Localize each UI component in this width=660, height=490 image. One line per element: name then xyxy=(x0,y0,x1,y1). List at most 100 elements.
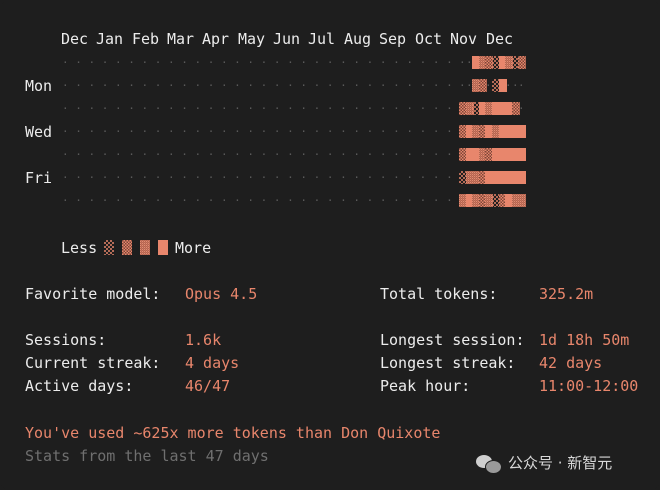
heatmap-cell xyxy=(492,148,500,161)
legend-swatch-level-1 xyxy=(104,240,114,255)
heatmap-cell xyxy=(492,171,500,184)
heatmap-cell xyxy=(472,56,480,69)
heatmap-cell xyxy=(485,56,493,69)
heatmap-cell xyxy=(472,102,480,115)
heatmap-empty-row: · · · · · · · · · · · · · · · · · · · · … xyxy=(62,104,459,114)
activity-heatmap: · · · · · · · · · · · · · · · · · · · · … xyxy=(0,0,660,230)
month-label: Aug xyxy=(344,30,372,48)
heatmap-cell xyxy=(499,148,507,161)
favorite-model-value: Opus 4.5 xyxy=(185,285,258,303)
heatmap-cell xyxy=(505,171,513,184)
watermark: 公众号 · 新智元 xyxy=(476,452,613,474)
month-label: Feb xyxy=(132,30,160,48)
heatmap-empty-row: · · · · · · · · · · · · · · · · · · · · … xyxy=(62,173,459,183)
heatmap-cell: · xyxy=(459,56,466,69)
heatmap-cell xyxy=(479,56,487,69)
active-days-label: Active days: xyxy=(25,377,134,395)
heatmap-cell xyxy=(499,56,507,69)
month-label: Apr xyxy=(202,30,230,48)
current-streak-value: 4 days xyxy=(185,354,240,372)
heatmap-cell xyxy=(505,148,513,161)
heatmap-cell xyxy=(466,194,474,207)
legend-swatch-level-2 xyxy=(122,240,132,255)
heatmap-empty-row: · · · · · · · · · · · · · · · · · · · · … xyxy=(62,127,459,137)
fun-fact: You've used ~625x more tokens than Don Q… xyxy=(25,424,441,442)
heatmap-cell: · xyxy=(518,102,525,115)
watermark-text: 公众号 · 新智元 xyxy=(508,454,613,472)
peak-hour-label: Peak hour: xyxy=(380,377,471,395)
legend-swatch-level-4 xyxy=(158,240,168,255)
legend-swatch-level-3 xyxy=(140,240,150,255)
heatmap-cell xyxy=(512,171,520,184)
heatmap-cell xyxy=(518,148,526,161)
day-label-wed: Wed xyxy=(25,123,53,141)
heatmap-cell xyxy=(512,194,520,207)
month-label: Dec xyxy=(486,30,514,48)
heatmap-cell xyxy=(459,125,467,138)
heatmap-cell xyxy=(466,102,474,115)
heatmap-cell xyxy=(518,56,526,69)
heatmap-cell xyxy=(479,171,487,184)
heatmap-cell xyxy=(479,194,487,207)
heatmap-cell xyxy=(505,102,513,115)
current-streak-label: Current streak: xyxy=(25,354,161,372)
heatmap-cell xyxy=(499,171,507,184)
heatmap-cell xyxy=(492,56,500,69)
heatmap-cell xyxy=(499,125,507,138)
heatmap-empty-row: · · · · · · · · · · · · · · · · · · · · … xyxy=(62,81,459,91)
longest-session-label: Longest session: xyxy=(380,331,525,349)
heatmap-cell xyxy=(459,171,467,184)
heatmap-empty-row: · · · · · · · · · · · · · · · · · · · · … xyxy=(62,196,459,206)
month-label: Jan xyxy=(96,30,124,48)
legend-less-label: Less xyxy=(61,239,98,257)
heatmap-cell: · xyxy=(466,79,473,92)
total-tokens-value: 325.2m xyxy=(539,285,594,303)
heatmap-cell xyxy=(518,171,526,184)
heatmap-cell: · xyxy=(512,79,519,92)
heatmap-cell xyxy=(505,56,513,69)
heatmap-cell xyxy=(485,102,493,115)
heatmap-cell xyxy=(499,102,507,115)
month-label: Nov xyxy=(450,30,478,48)
sessions-label: Sessions: xyxy=(25,331,107,349)
month-label: May xyxy=(238,30,266,48)
heatmap-cell xyxy=(485,125,493,138)
total-tokens-label: Total tokens: xyxy=(380,285,498,303)
day-label-mon: Mon xyxy=(25,77,53,95)
heatmap-cell: · xyxy=(459,79,466,92)
heatmap-cell xyxy=(466,171,474,184)
heatmap-cell xyxy=(472,148,480,161)
month-label: Mar xyxy=(167,30,195,48)
heatmap-cell xyxy=(512,56,520,69)
heatmap-cell xyxy=(485,171,493,184)
heatmap-cell: · xyxy=(485,79,492,92)
heatmap-cell xyxy=(459,148,467,161)
heatmap-cell xyxy=(485,148,493,161)
heatmap-cell xyxy=(472,125,480,138)
heatmap-cell xyxy=(466,148,474,161)
heatmap-cell xyxy=(518,125,526,138)
heatmap-cell xyxy=(512,148,520,161)
heatmap-cell xyxy=(485,194,493,207)
heatmap-cell xyxy=(492,102,500,115)
heatmap-cell xyxy=(479,148,487,161)
heatmap-cell xyxy=(512,125,520,138)
heatmap-cell xyxy=(492,194,500,207)
sessions-value: 1.6k xyxy=(185,331,222,349)
heatmap-cell: · xyxy=(505,79,512,92)
wechat-icon xyxy=(476,453,502,474)
heatmap-cell xyxy=(459,194,467,207)
heatmap-cell xyxy=(518,194,526,207)
favorite-model-label: Favorite model: xyxy=(25,285,161,303)
heatmap-cell xyxy=(499,79,507,92)
heatmap-cell xyxy=(479,102,487,115)
heatmap-cell xyxy=(472,194,480,207)
heatmap-cell xyxy=(492,79,500,92)
heatmap-cell: · xyxy=(466,56,473,69)
heatmap-cell xyxy=(505,194,513,207)
heatmap-cell xyxy=(479,79,487,92)
longest-session-value: 1d 18h 50m xyxy=(539,331,630,349)
month-label: Jun xyxy=(273,30,301,48)
longest-streak-value: 42 days xyxy=(539,354,603,372)
